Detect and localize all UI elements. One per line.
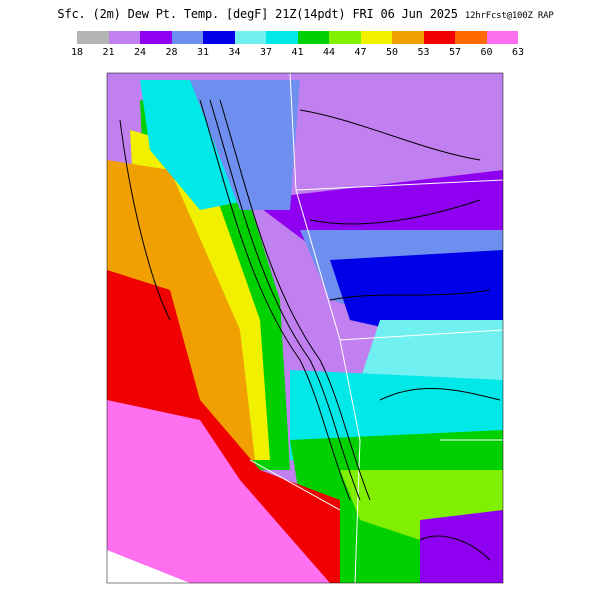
legend-swatch	[140, 31, 172, 44]
legend-swatch	[234, 31, 266, 44]
legend-tick-label: 28	[165, 47, 178, 58]
legend-tick-label: 44	[322, 47, 336, 58]
legend-tick-label: 60	[480, 47, 493, 58]
legend-swatch	[108, 31, 140, 44]
coastal-red	[107, 270, 340, 583]
legend-swatch	[203, 31, 235, 44]
legend-tick-labels: 18 21 24 28 31 34 37 41 44 47 50 53 57 60 63	[0, 47, 611, 61]
legend-tick-label: 24	[133, 47, 147, 58]
legend-tick-label: 57	[448, 47, 462, 58]
title-model: 12hrFcst@100Z RAP	[464, 11, 554, 21]
legend-swatch	[297, 31, 329, 44]
legend-tick-label: 53	[417, 47, 430, 58]
terrain-contours	[119, 99, 501, 561]
legend-swatch	[77, 31, 109, 44]
legend-tick-label: 37	[259, 47, 273, 58]
legend-swatch	[423, 31, 455, 44]
southeast-purple	[420, 510, 503, 583]
title-main: Sfc. (2m) Dew Pt. Temp. [degF] 21Z(14pdt…	[57, 7, 458, 21]
no-data-area	[107, 550, 190, 583]
legend-tick-label: 63	[511, 47, 525, 58]
legend-swatch	[329, 31, 361, 44]
legend-swatch	[455, 31, 487, 44]
map-title: Sfc. (2m) Dew Pt. Temp. [degF] 21Z(14pdt…	[0, 7, 611, 21]
legend-tick-label: 31	[196, 47, 210, 58]
legend-swatch	[360, 31, 392, 44]
legend-swatch	[392, 31, 424, 44]
map-frame	[106, 72, 504, 584]
legend-tick-label: 50	[385, 47, 399, 58]
legend-tick-label: 21	[102, 47, 115, 58]
color-legend	[77, 31, 518, 44]
legend-swatch	[266, 31, 298, 44]
legend-swatch	[486, 31, 518, 44]
legend-swatch	[171, 31, 203, 44]
pacific-pink	[107, 400, 330, 583]
state-borders	[249, 73, 503, 583]
legend-tick-label: 41	[291, 47, 304, 58]
legend-tick-label: 47	[354, 47, 367, 58]
legend-tick-label: 18	[70, 47, 84, 58]
northwest-blue	[190, 80, 300, 210]
legend-tick-label: 34	[228, 47, 241, 58]
